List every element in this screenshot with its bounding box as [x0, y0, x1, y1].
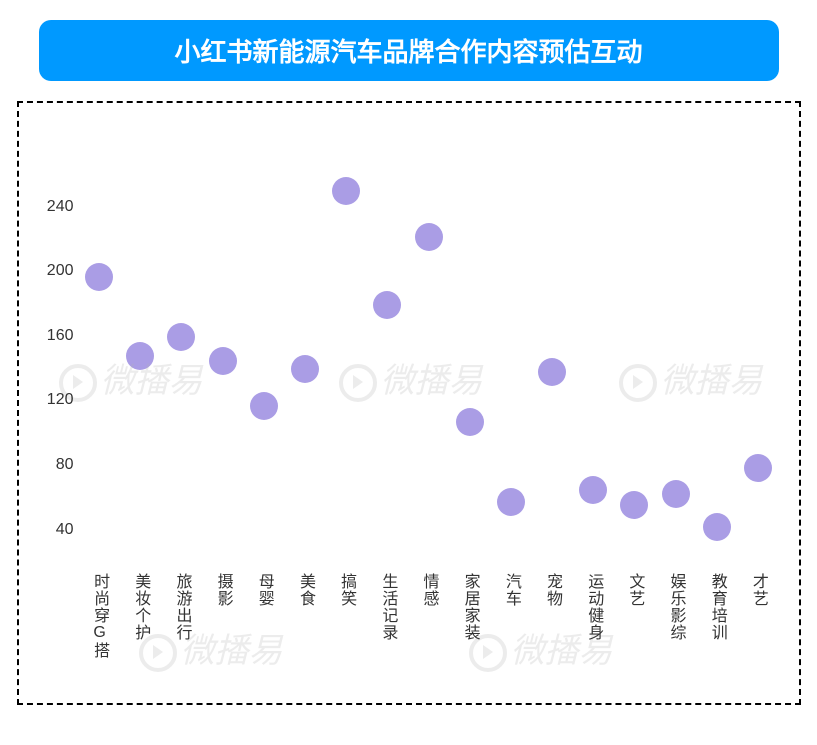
x-category-label: 才艺 [746, 573, 770, 607]
x-category-label: 教育培训 [705, 573, 729, 641]
data-point [209, 347, 237, 375]
y-tick-label: 40 [29, 521, 74, 539]
x-category-label: 时尚穿G搭 [87, 573, 111, 659]
data-point [744, 454, 772, 482]
data-point [373, 291, 401, 319]
x-category-label: 美妆个护 [128, 573, 152, 641]
data-point [538, 358, 566, 386]
data-point [126, 342, 154, 370]
x-category-label: 汽车 [499, 573, 523, 607]
x-category-label: 宠物 [540, 573, 564, 607]
x-category-label: 搞笑 [334, 573, 358, 607]
y-tick-label: 200 [29, 262, 74, 280]
x-category-label: 娱乐影综 [664, 573, 688, 641]
data-point [579, 476, 607, 504]
data-point [497, 488, 525, 516]
x-category-label: 文艺 [622, 573, 646, 607]
x-category-label: 运动健身 [581, 573, 605, 641]
data-point [167, 323, 195, 351]
data-point [620, 491, 648, 519]
plot-area [79, 143, 779, 563]
watermark: 微播易 [139, 623, 283, 672]
data-point [291, 355, 319, 383]
x-category-label: 生活记录 [375, 573, 399, 641]
y-tick-label: 240 [29, 198, 74, 216]
y-tick-label: 80 [29, 456, 74, 474]
chart-plot-box: 微播易微播易微播易微播易微播易4080120160200240时尚穿G搭美妆个护… [17, 101, 801, 705]
x-category-label: 美食 [293, 573, 317, 607]
x-category-label: 摄影 [211, 573, 235, 607]
data-point [85, 263, 113, 291]
chart-title: 小红书新能源汽车品牌合作内容预估互动 [39, 20, 779, 81]
x-category-label: 情感 [417, 573, 441, 607]
x-category-label: 旅游出行 [169, 573, 193, 641]
data-point [415, 223, 443, 251]
data-point [332, 177, 360, 205]
y-tick-label: 160 [29, 327, 74, 345]
data-point [703, 513, 731, 541]
y-tick-label: 120 [29, 391, 74, 409]
x-category-label: 家居家装 [458, 573, 482, 641]
data-point [662, 480, 690, 508]
data-point [456, 408, 484, 436]
chart-container: 小红书新能源汽车品牌合作内容预估互动 微播易微播易微播易微播易微播易408012… [10, 20, 807, 735]
data-point [250, 392, 278, 420]
x-category-label: 母婴 [252, 573, 276, 607]
